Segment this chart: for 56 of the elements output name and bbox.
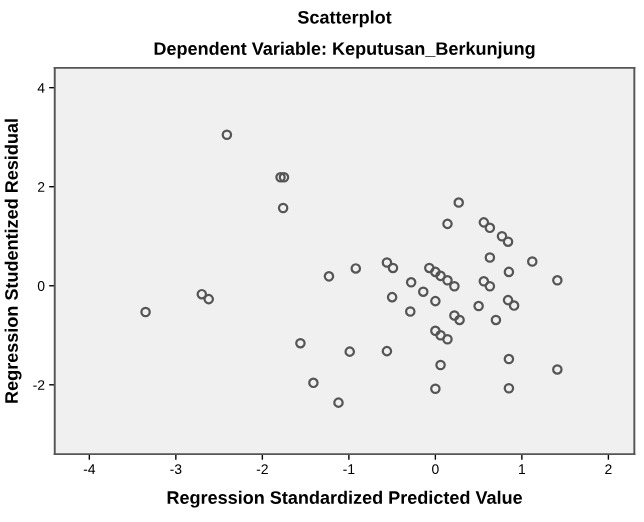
point	[381, 345, 393, 357]
point	[490, 314, 502, 326]
point	[308, 377, 319, 389]
point	[496, 230, 508, 242]
point	[449, 310, 460, 321]
point	[196, 288, 208, 300]
y-axis-title: Regression Studentized Residual	[4, 119, 22, 403]
point	[442, 275, 453, 286]
point	[417, 286, 429, 297]
point	[350, 263, 362, 274]
point	[203, 293, 214, 305]
point	[277, 202, 289, 214]
point	[140, 306, 151, 318]
point	[381, 257, 393, 268]
point	[435, 270, 446, 282]
point	[323, 271, 335, 282]
point	[484, 280, 496, 292]
point	[453, 197, 465, 208]
point	[473, 300, 484, 312]
point	[278, 172, 290, 183]
point	[484, 252, 496, 263]
point	[502, 236, 514, 247]
point	[430, 295, 441, 307]
point	[405, 306, 416, 317]
point	[503, 266, 515, 278]
point	[387, 262, 399, 274]
point	[526, 256, 538, 267]
point	[435, 330, 446, 341]
point	[508, 300, 520, 311]
chart-subtitle: Dependent Variable: Keputusan_Berkunjung	[154, 41, 535, 59]
point	[442, 333, 453, 345]
point	[442, 218, 453, 230]
point	[295, 337, 306, 349]
point	[478, 217, 490, 228]
point	[552, 364, 563, 375]
point	[552, 275, 563, 286]
point	[424, 262, 435, 274]
point	[503, 353, 515, 365]
point	[478, 276, 490, 287]
point	[503, 383, 515, 394]
point	[454, 314, 465, 326]
point	[430, 325, 441, 337]
point	[430, 383, 441, 395]
point	[386, 291, 398, 303]
chart-title: Scatterplot	[297, 10, 392, 28]
point	[430, 266, 441, 278]
point	[405, 277, 417, 288]
point	[333, 397, 344, 408]
point	[502, 294, 514, 306]
point	[275, 172, 286, 183]
point	[221, 129, 233, 140]
point	[484, 222, 496, 234]
x-axis-title: Regression Standardized Predicted Value	[167, 490, 523, 508]
point	[449, 280, 460, 292]
point	[344, 346, 356, 357]
point	[435, 359, 446, 371]
